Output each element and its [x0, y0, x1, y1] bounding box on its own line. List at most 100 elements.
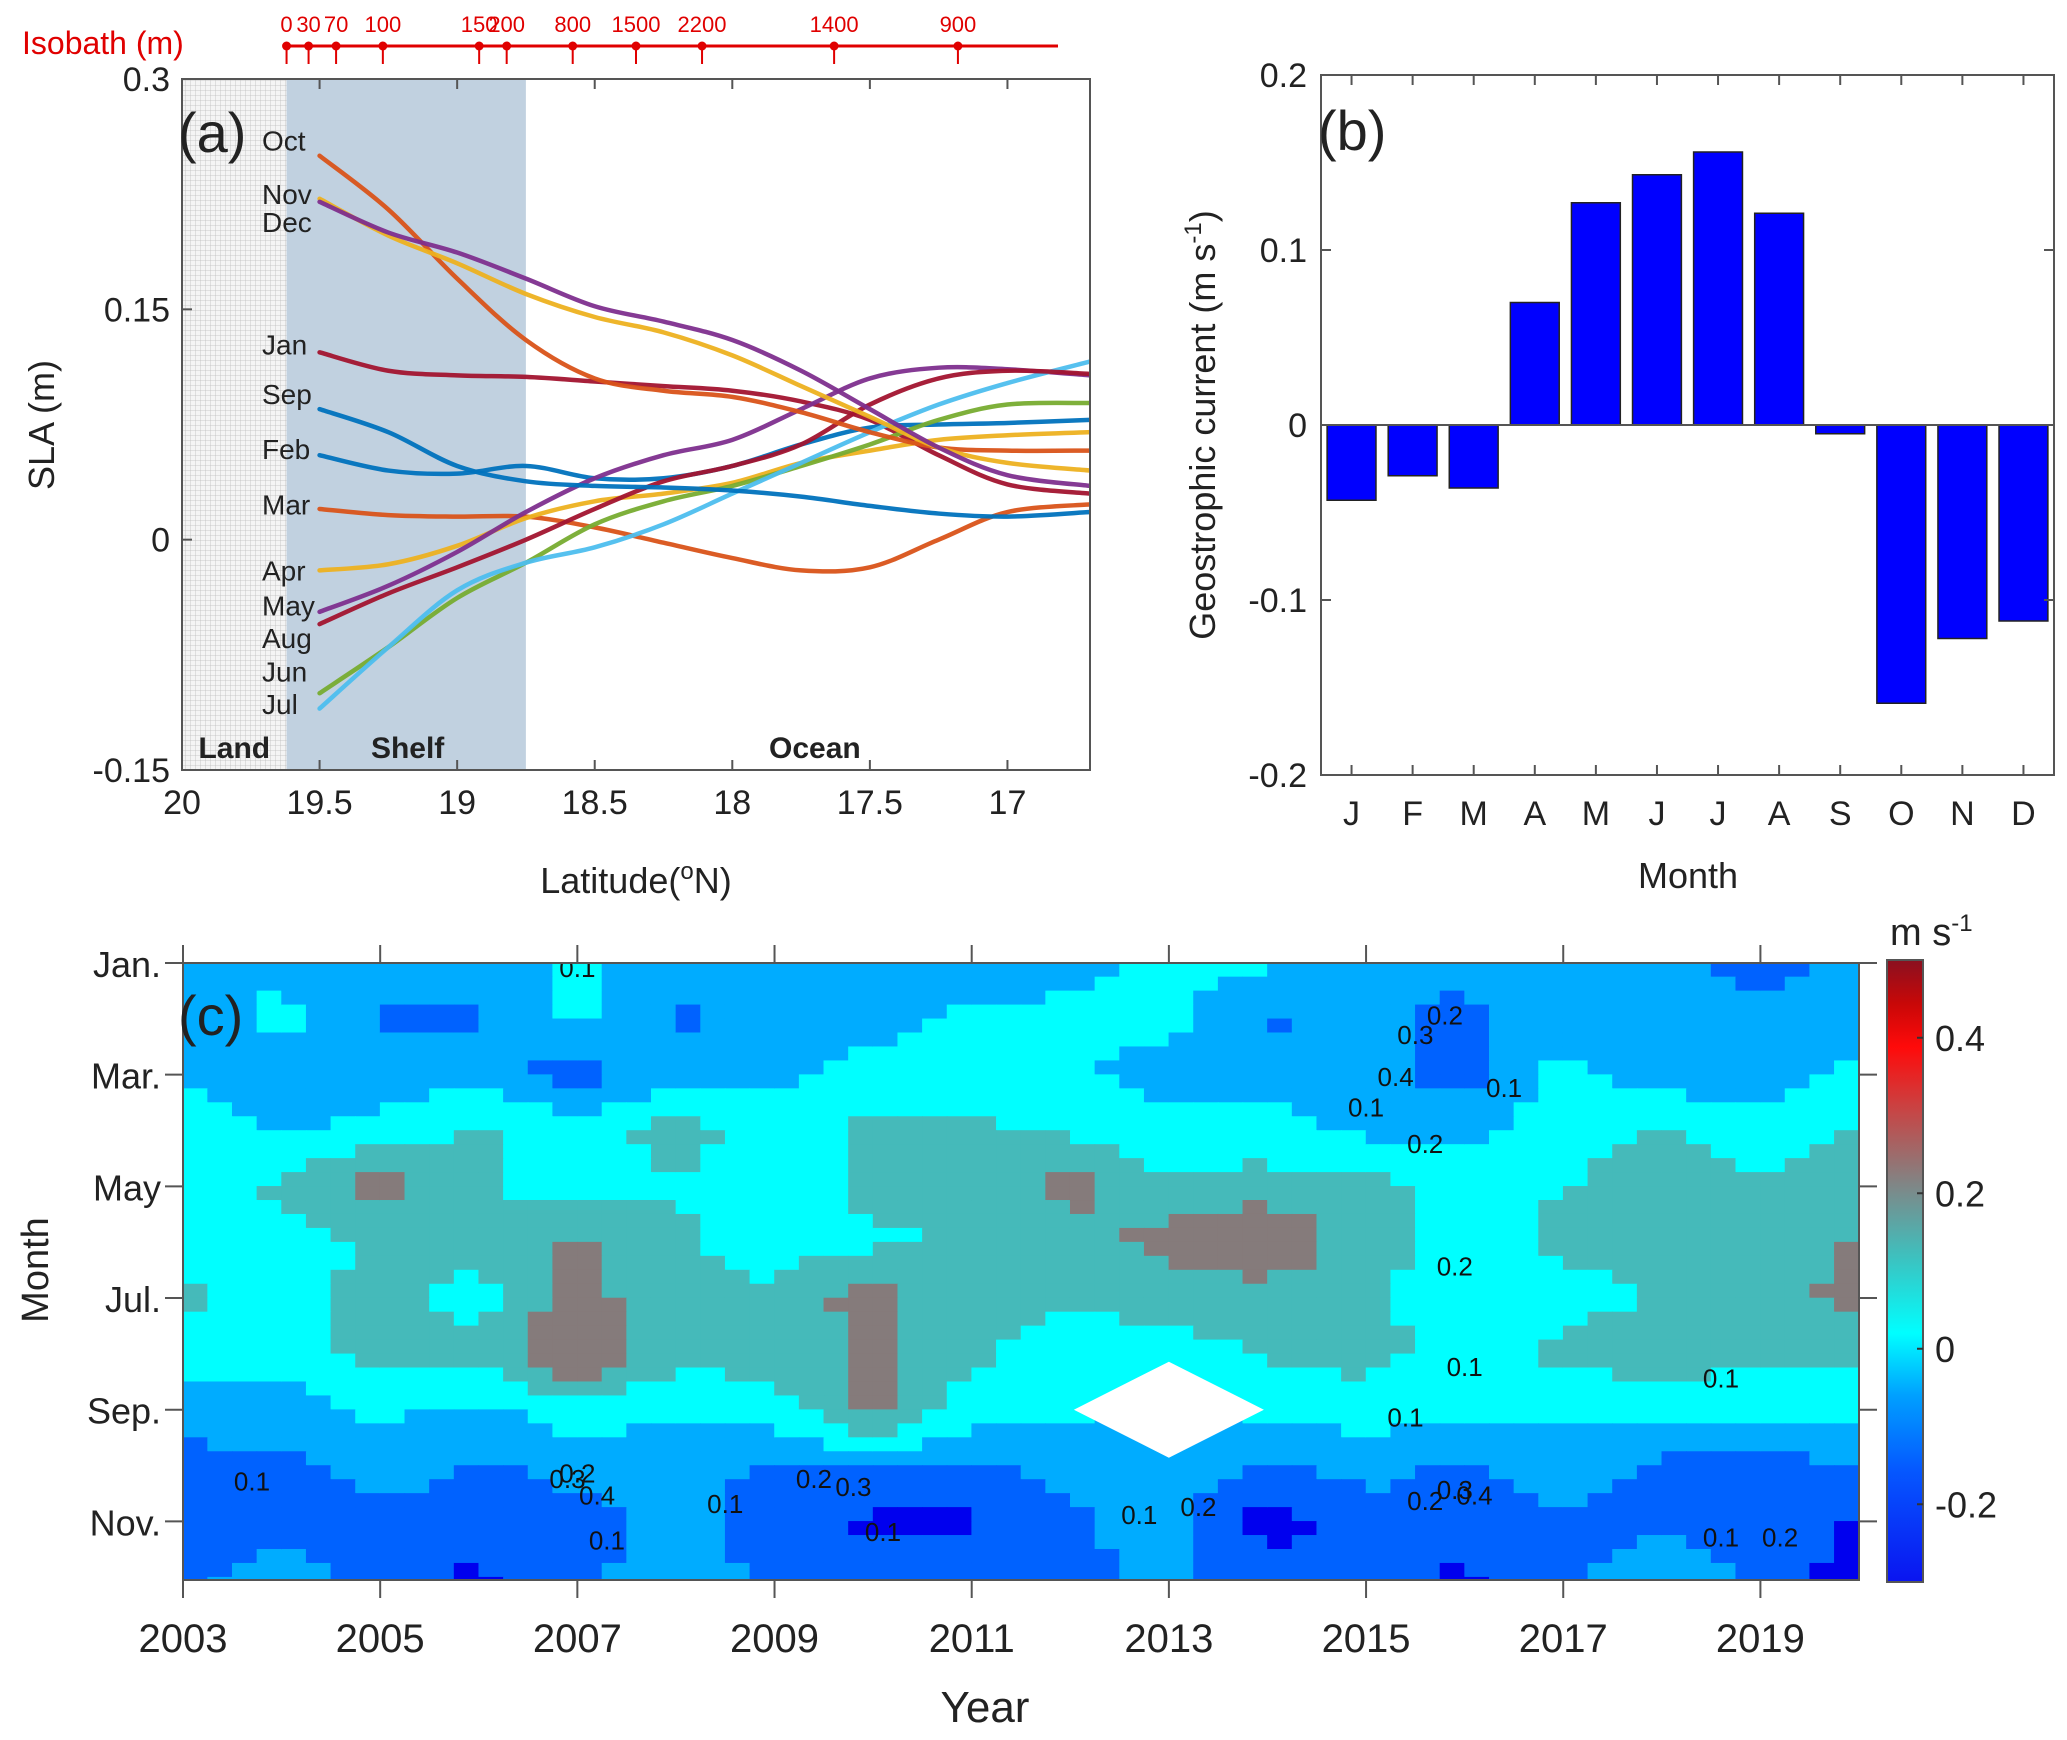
contour-cell	[1415, 1283, 1441, 1299]
contour-cell	[207, 1116, 233, 1131]
contour-cell	[1168, 1200, 1194, 1215]
contour-cell	[1365, 1395, 1392, 1410]
contour-cell	[1513, 1060, 1539, 1075]
contour-cell	[897, 1227, 923, 1243]
contour-cell	[1513, 1576, 1539, 1580]
contour-cell	[1488, 1507, 1515, 1522]
contour-cell	[971, 1102, 997, 1117]
contour-cell	[1094, 1186, 1120, 1201]
contour-cell	[1636, 1507, 1663, 1522]
contour-cell	[1267, 1213, 1293, 1229]
contour-cell	[872, 1576, 899, 1580]
contour-cell	[1094, 1521, 1120, 1536]
contour-cell	[429, 1004, 455, 1020]
contour-cell	[404, 1311, 430, 1327]
contour-cell	[996, 1493, 1022, 1508]
c-x-tick-label: 2019	[1716, 1617, 1805, 1661]
contour-cell	[305, 1186, 332, 1201]
contour-cell	[1168, 1116, 1194, 1131]
contour-cell	[1612, 1046, 1638, 1062]
contour-cell	[1587, 1521, 1613, 1536]
contour-cell	[774, 1186, 800, 1201]
contour-cell	[1587, 1004, 1613, 1020]
contour-cell	[848, 1283, 874, 1299]
contour-cell	[823, 1493, 849, 1508]
contour-cell	[626, 1353, 652, 1369]
contour-cell	[527, 1381, 554, 1397]
contour-cell	[1784, 1521, 1811, 1536]
contour-cell	[1291, 1339, 1318, 1355]
contour-cell	[1242, 1269, 1268, 1285]
contour-cell	[453, 1353, 480, 1369]
contour-cell	[1415, 1367, 1441, 1383]
contour-cell	[823, 1088, 849, 1103]
contour-cell	[552, 1004, 578, 1020]
contour-cell	[1217, 1311, 1244, 1327]
contour-cell	[1094, 1060, 1120, 1075]
contour-cell	[996, 1032, 1022, 1048]
contour-cell	[1439, 1576, 1465, 1580]
contour-cell	[601, 1507, 627, 1522]
contour-cell	[1464, 1423, 1490, 1438]
contour-cell	[231, 990, 258, 1006]
contour-label: 0.2	[559, 1458, 595, 1488]
contour-cell	[1316, 1423, 1342, 1438]
contour-cell	[897, 1004, 923, 1020]
contour-label: 0.2	[796, 1464, 832, 1494]
contour-cell	[946, 1102, 973, 1117]
contour-cell	[281, 1032, 307, 1048]
contour-cell	[724, 1200, 751, 1215]
contour-cell	[453, 1409, 480, 1424]
contour-cell	[1267, 1381, 1293, 1397]
contour-cell	[1562, 1227, 1589, 1243]
contour-cell	[1242, 1548, 1268, 1564]
contour-cell	[774, 1562, 800, 1578]
month-label-oct: Oct	[262, 125, 306, 156]
contour-cell	[1193, 1144, 1219, 1159]
contour-cell	[774, 990, 800, 1006]
contour-cell	[1809, 1325, 1835, 1341]
contour-cell	[1341, 1144, 1367, 1159]
contour-cell	[478, 1619, 503, 1634]
contour-cell	[1488, 1311, 1515, 1327]
contour-cell	[478, 1255, 504, 1271]
contour-cell	[971, 1046, 997, 1062]
contour-cell	[922, 1562, 948, 1578]
contour-cell	[527, 1479, 554, 1494]
contour-cell	[1242, 1172, 1268, 1187]
contour-cell	[1390, 990, 1416, 1006]
contour-cell	[1439, 1423, 1465, 1438]
contour-cell	[1193, 1227, 1219, 1243]
contour-cell	[1735, 1507, 1761, 1522]
contour-cell	[305, 1297, 332, 1313]
contour-cell	[1587, 1367, 1613, 1383]
contour-cell	[798, 1227, 825, 1243]
contour-cell	[305, 1465, 332, 1480]
contour-cell	[1045, 1241, 1071, 1257]
contour-cell	[1760, 1269, 1786, 1285]
contour-cell	[650, 1186, 677, 1201]
contour-cell	[1488, 1562, 1515, 1578]
contour-cell	[823, 1130, 849, 1145]
contour-cell	[1119, 1339, 1145, 1355]
contour-cell	[231, 1465, 258, 1480]
contour-cell	[996, 1102, 1022, 1117]
contour-cell	[798, 1535, 825, 1550]
contour-cell	[1168, 1283, 1194, 1299]
contour-cell	[922, 1018, 948, 1034]
contour-cell	[626, 1018, 652, 1034]
contour-cell	[1143, 1493, 1170, 1508]
contour-cell	[749, 1213, 775, 1229]
contour-cell	[1513, 1409, 1539, 1424]
contour-cell	[1267, 1004, 1293, 1020]
contour-cell	[1710, 1311, 1737, 1327]
contour-cell	[1069, 1521, 1096, 1536]
contour-cell	[1415, 1186, 1441, 1201]
contour-cell	[996, 1339, 1022, 1355]
contour-cell	[1020, 1576, 1046, 1580]
contour-cell	[1217, 1213, 1244, 1229]
contour-cell	[355, 1200, 381, 1215]
contour-cell	[1119, 1227, 1145, 1243]
contour-cell	[1809, 1297, 1835, 1313]
contour-cell	[1045, 1227, 1071, 1243]
